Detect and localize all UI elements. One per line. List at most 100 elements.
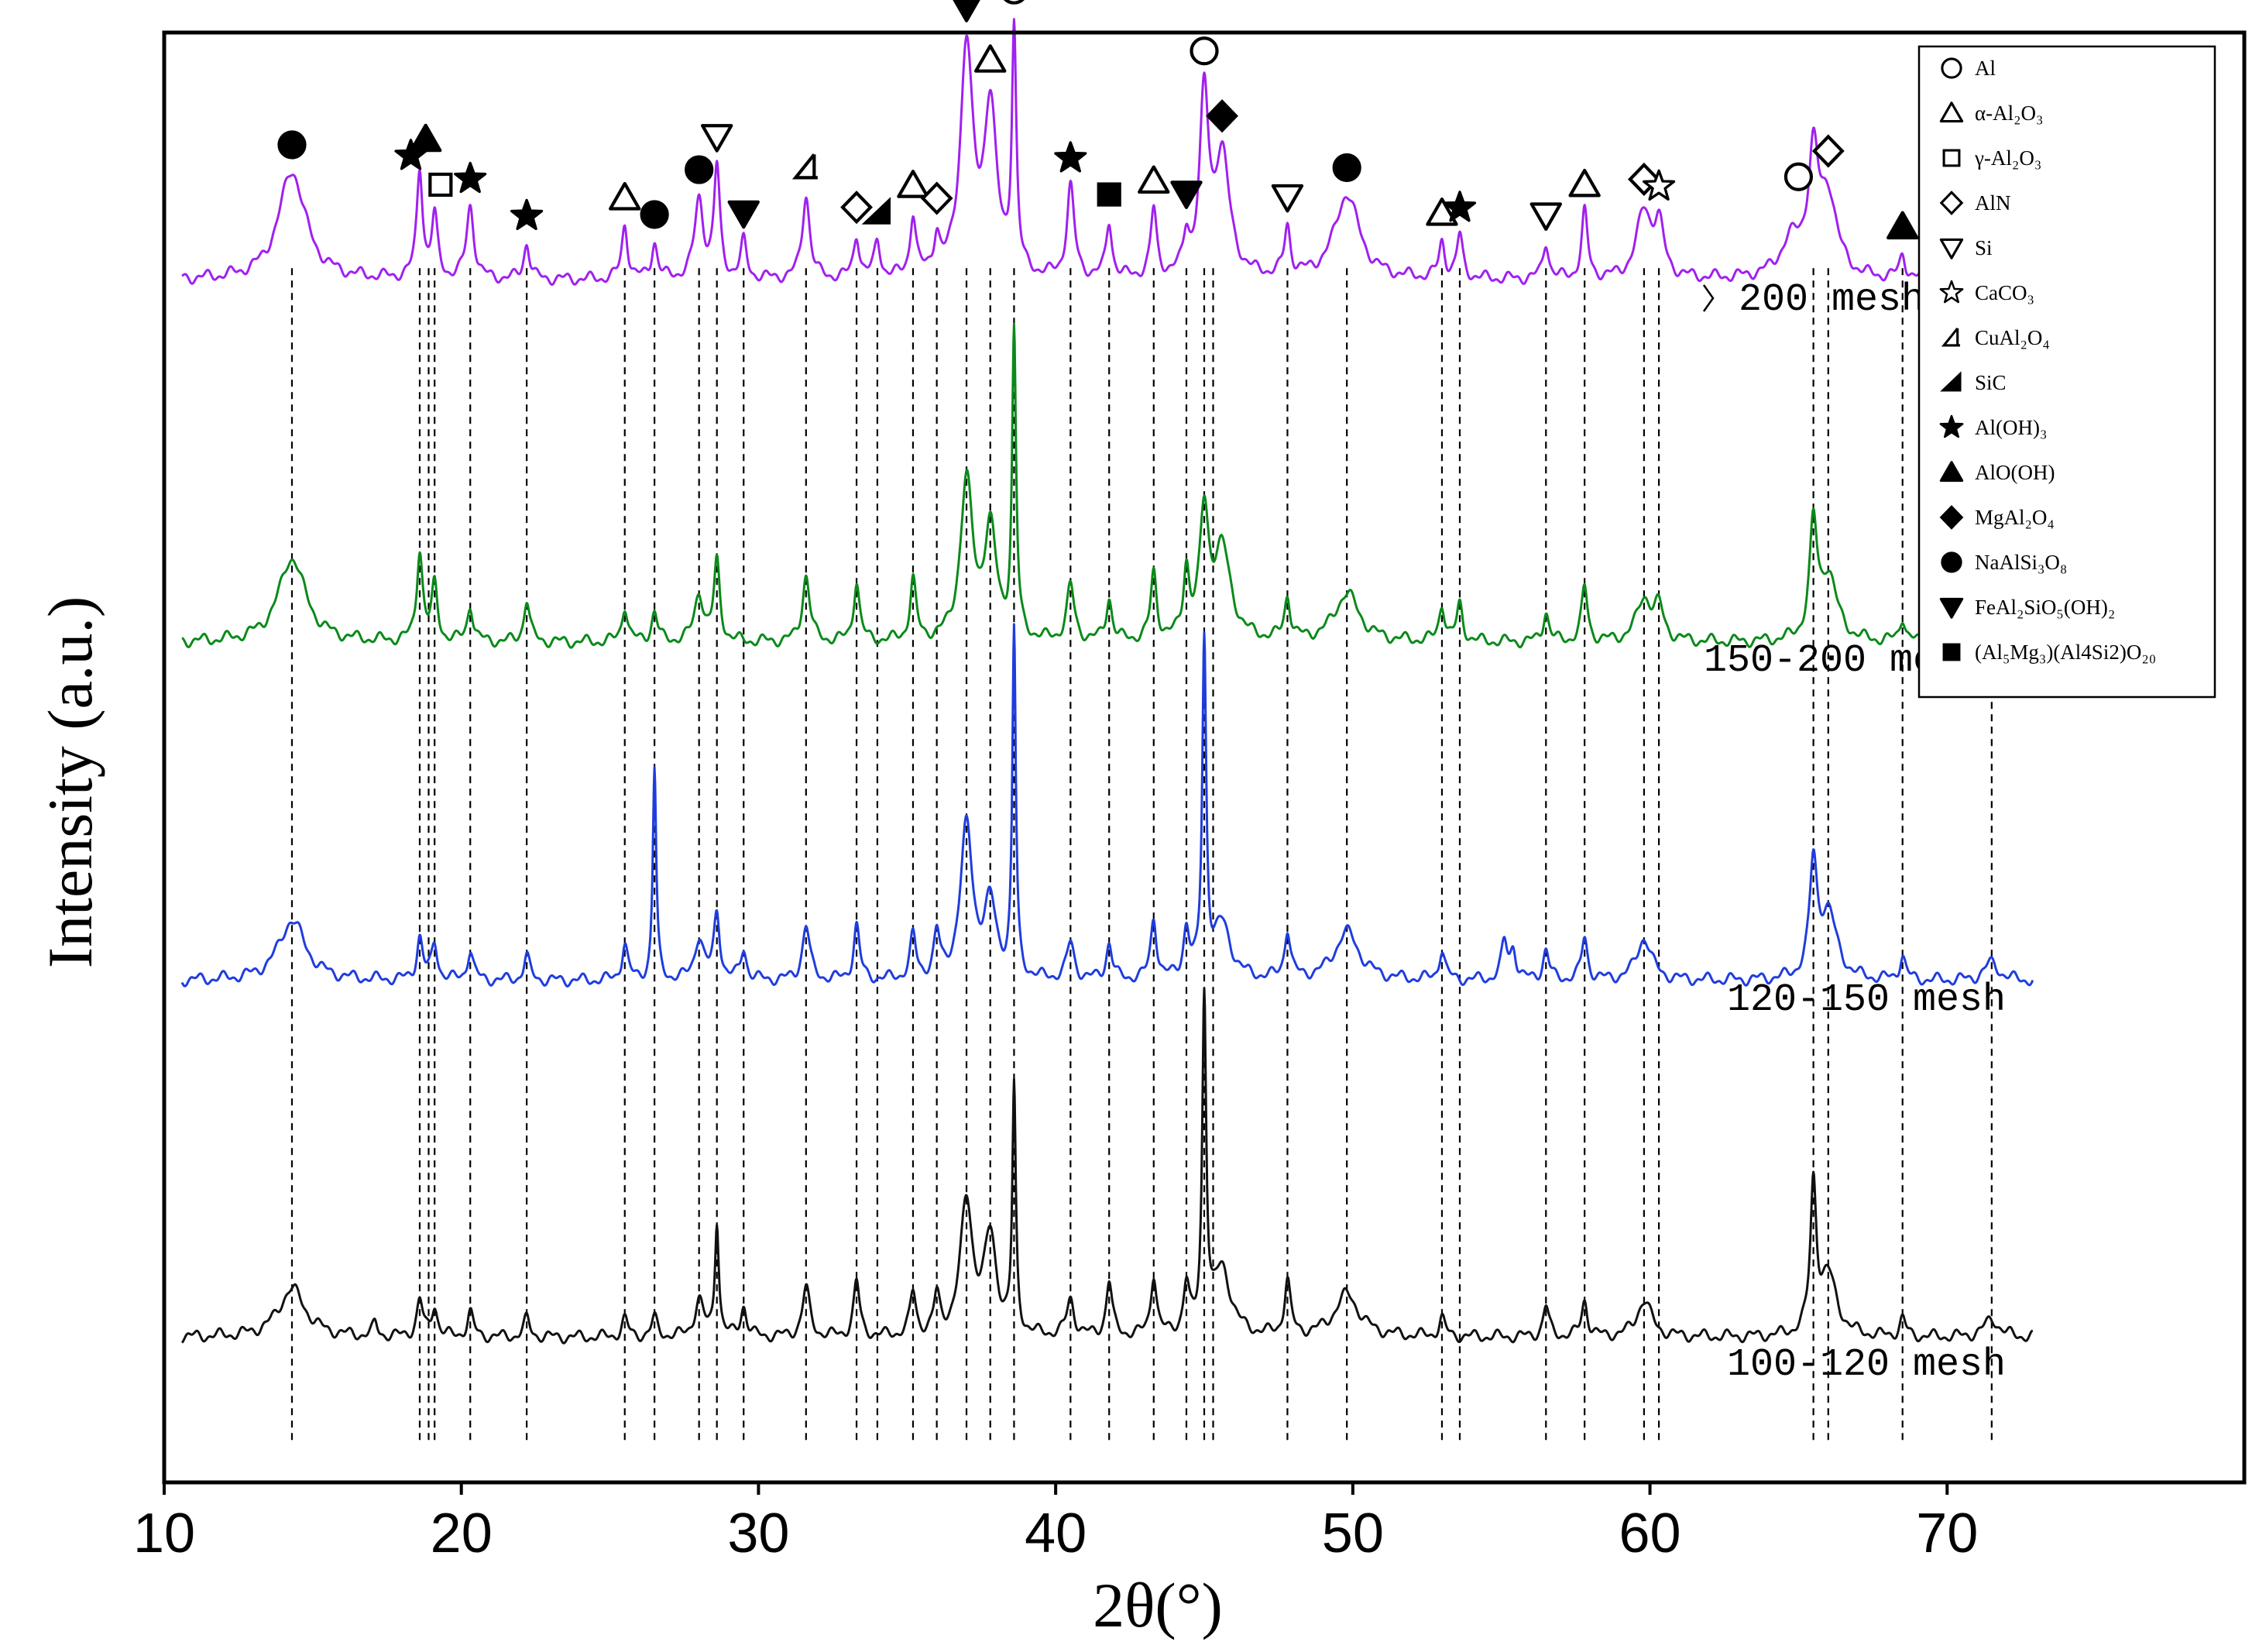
peak-marker-29 — [1529, 202, 1562, 232]
legend-item-8: Al(OH)₃ — [1939, 414, 2047, 439]
series-line-3 — [180, 987, 2034, 1345]
peak-marker-28 — [1443, 191, 1477, 222]
x-tick-label-4: 50 — [1322, 1503, 1384, 1564]
legend-marker-8 — [1939, 414, 1964, 438]
legend-marker-9 — [1939, 461, 1964, 483]
legend-box — [1917, 45, 2216, 699]
legend-marker-7 — [1940, 371, 1962, 392]
legend-label-5: CaCO₃ — [1975, 281, 2034, 304]
legend-item-5: CaCO₃ — [1939, 280, 2034, 304]
legend-label-1: α-Al₂O₃ — [1975, 101, 2043, 125]
legend-label-8: Al(OH)₃ — [1975, 416, 2047, 439]
peak-marker-21 — [1138, 165, 1170, 194]
series-label-3: 100-120 mesh — [1727, 1343, 2006, 1387]
legend-label-6: CuAl₂O₄ — [1975, 326, 2050, 349]
peak-marker-7 — [640, 200, 669, 229]
x-axis-title: 2θ(°) — [1093, 1570, 1223, 1640]
peak-marker-4 — [454, 161, 487, 194]
series-line-0 — [181, 18, 2034, 286]
legend-marker-5 — [1939, 280, 1964, 304]
peak-marker-12 — [840, 191, 873, 225]
peak-marker-5 — [510, 198, 544, 231]
legend-item-12: FeAl₂SiO₅(OH)₂ — [1939, 596, 2115, 619]
reference-lines — [290, 268, 1993, 1441]
legend-label-9: AlO(OH) — [1975, 461, 2055, 484]
peak-marker-17 — [974, 44, 1007, 73]
x-tick-label-5: 60 — [1619, 1503, 1681, 1564]
legend-item-6: CuAl₂O₄ — [1941, 326, 2050, 349]
legend-label-2: γ-Al₂O₃ — [1974, 146, 2041, 170]
legend: Al α-Al₂O₃ γ-Al₂O₃ AlN Si CaCO₃ CuAl₂O₄ SiC Al(O… — [1917, 45, 2216, 699]
peak-marker-24 — [1206, 99, 1238, 133]
legend-item-11: NaAlSi₃O₈ — [1941, 551, 2067, 574]
legend-item-7: SiC — [1940, 371, 2007, 394]
peak-marker-35 — [1887, 211, 1919, 240]
peak-marker-8 — [685, 155, 714, 184]
peak-marker-33 — [1784, 162, 1814, 191]
legend-marker-3 — [1939, 191, 1964, 215]
legend-item-1: α-Al₂O₃ — [1939, 101, 2043, 125]
x-tick-label-0: 10 — [133, 1503, 195, 1564]
series-label-pointer — [1702, 284, 1715, 312]
peak-marker-30 — [1568, 168, 1601, 197]
peak-marker-25 — [1271, 184, 1304, 213]
peak-marker-15 — [920, 181, 953, 215]
peak-marker-23 — [1190, 36, 1219, 66]
peak-marker-3 — [428, 172, 453, 197]
legend-marker-6 — [1941, 327, 1960, 347]
peak-marker-34 — [1811, 134, 1845, 168]
legend-marker-4 — [1939, 238, 1964, 259]
x-axis-tick-labels: 10 20 30 40 50 60 70 — [133, 1503, 1978, 1564]
series-layer — [180, 18, 2034, 1345]
legend-marker-13 — [1942, 643, 1961, 661]
legend-marker-10 — [1939, 505, 1964, 530]
legend-marker-2 — [1942, 149, 1961, 167]
series-line-2 — [180, 623, 2034, 987]
x-tick-label-3: 40 — [1025, 1503, 1087, 1564]
peak-marker-26 — [1332, 153, 1361, 183]
peak-marker-18 — [1003, 0, 1025, 5]
legend-item-9: AlO(OH) — [1939, 461, 2055, 484]
peak-marker-27 — [1426, 197, 1458, 226]
legend-label-3: AlN — [1975, 191, 2011, 215]
peak-marker-14 — [897, 170, 929, 198]
legend-label-13: (Al₅Mg₃)(Al4Si2)O₂₀ — [1975, 641, 2156, 664]
legend-marker-11 — [1941, 551, 1962, 573]
legend-label-10: MgAl₂O₄ — [1975, 506, 2055, 529]
series-line-1 — [181, 323, 2034, 649]
peak-marker-2 — [409, 123, 442, 153]
peak-marker-16 — [953, 0, 980, 22]
legend-item-2: γ-Al₂O₃ — [1942, 146, 2041, 170]
legend-item-0: Al — [1941, 57, 1996, 80]
legend-item-10: MgAl₂O₄ — [1939, 505, 2055, 530]
series-label-2: 120-150 mesh — [1727, 978, 2006, 1022]
peak-marker-13 — [861, 197, 891, 225]
legend-marker-12 — [1939, 597, 1964, 619]
legend-item-13: (Al₅Mg₃)(Al4Si2)O₂₀ — [1942, 641, 2156, 664]
peak-marker-20 — [1097, 182, 1121, 207]
legend-label-0: Al — [1975, 57, 1996, 80]
x-tick-label-1: 20 — [431, 1503, 493, 1564]
x-tick-label-6: 70 — [1916, 1503, 1978, 1564]
legend-label-11: NaAlSi₃O₈ — [1975, 551, 2067, 574]
legend-item-4: Si — [1939, 236, 1993, 259]
peak-marker-6 — [609, 182, 641, 211]
peak-marker-9 — [701, 124, 733, 153]
phase-markers — [277, 0, 2008, 252]
peak-marker-19 — [1054, 141, 1087, 173]
peak-marker-32 — [1643, 169, 1676, 201]
y-axis-title: Intensity (a.u.) — [35, 596, 105, 968]
peak-marker-0 — [277, 130, 307, 160]
x-axis-ticks — [163, 1482, 1949, 1495]
legend-label-7: SiC — [1975, 371, 2007, 394]
legend-label-12: FeAl₂SiO₅(OH)₂ — [1975, 596, 2115, 619]
peak-marker-11 — [791, 153, 818, 180]
legend-marker-1 — [1939, 101, 1964, 123]
x-tick-label-2: 30 — [727, 1503, 789, 1564]
legend-item-3: AlN — [1939, 191, 2011, 215]
series-label-0: 200 mesh — [1739, 278, 1924, 322]
legend-marker-0 — [1941, 57, 1962, 79]
